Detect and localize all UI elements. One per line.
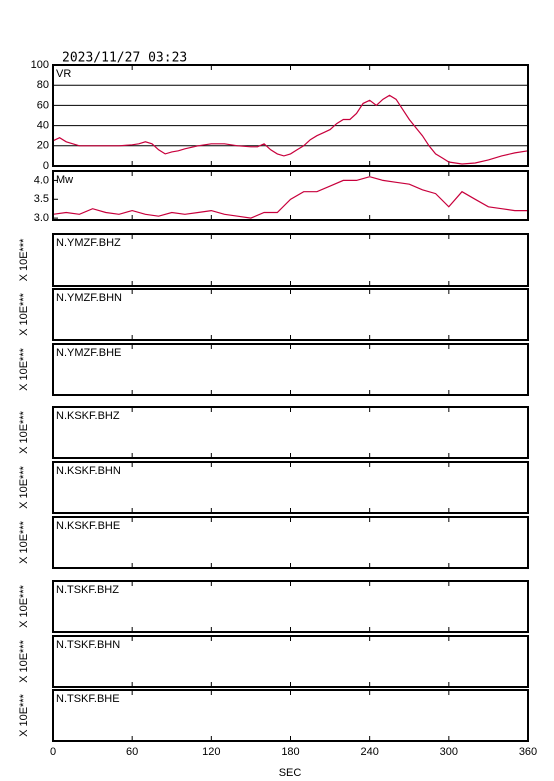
panel-frame <box>52 64 529 167</box>
panel-frame <box>52 406 529 459</box>
panel-frame <box>52 516 529 569</box>
y-axis-label: X 10E*** <box>18 639 30 683</box>
panel-frame <box>52 461 529 514</box>
data-line <box>52 94 529 165</box>
panel-title: VR <box>56 68 71 80</box>
y-axis-label: X 10E*** <box>18 520 30 564</box>
y-axis-label: X 10E*** <box>18 292 30 336</box>
panel-frame <box>52 288 529 341</box>
panel-title: N.TSKF.BHN <box>56 639 120 651</box>
panel-frame <box>52 233 529 287</box>
y-tick-label: 3.5 <box>34 193 49 205</box>
y-axis-label: X 10E*** <box>18 584 30 628</box>
x-axis-label: SEC <box>279 767 302 779</box>
panel-title: N.KSKF.BHE <box>56 520 120 532</box>
y-axis-label: X 10E*** <box>18 238 30 282</box>
y-axis-label: X 10E*** <box>18 410 30 454</box>
panel-title: N.KSKF.BHZ <box>56 410 120 422</box>
y-tick-label: 40 <box>37 120 49 132</box>
y-tick-label: 80 <box>37 79 49 91</box>
panel-title: N.YMZF.BHN <box>56 292 122 304</box>
panel-title: N.TSKF.BHE <box>56 693 120 705</box>
y-axis-label: X 10E*** <box>18 693 30 737</box>
data-line <box>52 176 528 219</box>
panel-frame <box>52 635 529 688</box>
x-tick-label: 300 <box>440 746 458 758</box>
chart-title: 2023/11/27 03:23 <box>62 51 187 66</box>
panel-frame <box>52 580 529 633</box>
y-tick-label: 60 <box>37 99 49 111</box>
panel-frame <box>52 170 529 221</box>
panel-title: Mw <box>56 174 73 186</box>
panel-title: N.YMZF.BHE <box>56 347 121 359</box>
x-tick-label: 0 <box>50 746 56 758</box>
panel-frame <box>52 343 529 396</box>
x-tick-label: 60 <box>126 746 138 758</box>
panel-frame <box>52 689 529 742</box>
panel-title: N.TSKF.BHZ <box>56 584 119 596</box>
x-tick-label: 180 <box>281 746 299 758</box>
y-tick-label: 0 <box>43 160 49 172</box>
x-tick-label: 240 <box>360 746 378 758</box>
y-axis-label: X 10E*** <box>18 465 30 509</box>
x-tick-label: 360 <box>519 746 537 758</box>
y-tick-label: 3.0 <box>34 212 49 224</box>
y-axis-label: X 10E*** <box>18 347 30 391</box>
x-tick-label: 120 <box>202 746 220 758</box>
y-tick-label: 4.0 <box>34 174 49 186</box>
panel-title: N.KSKF.BHN <box>56 465 121 477</box>
y-tick-label: 20 <box>37 140 49 152</box>
y-tick-label: 100 <box>31 59 49 71</box>
panel-title: N.YMZF.BHZ <box>56 237 121 249</box>
